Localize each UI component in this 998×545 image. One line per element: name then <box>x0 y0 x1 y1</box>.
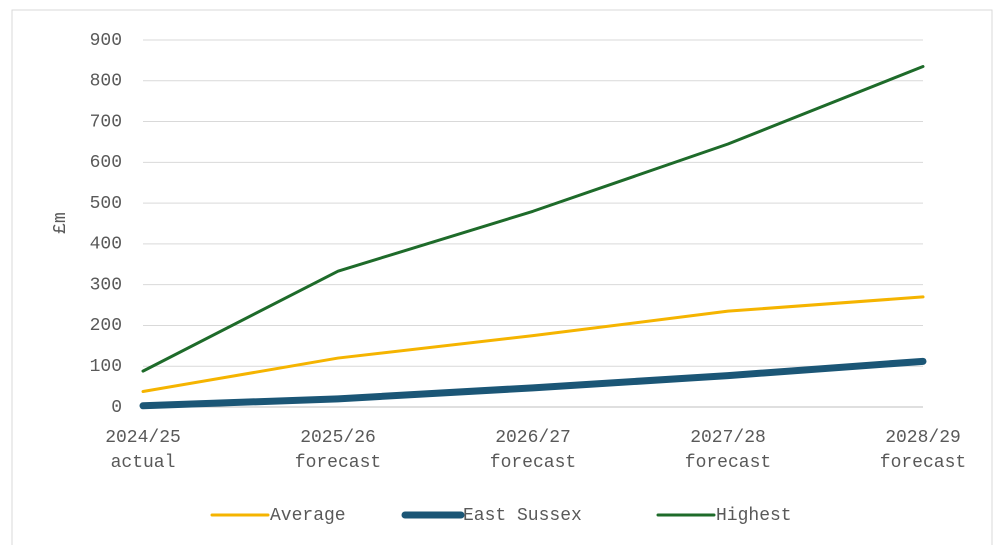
x-tick-label: forecast <box>685 453 771 473</box>
x-tick-label: 2027/28 <box>690 428 766 448</box>
x-tick-label: 2024/25 <box>105 428 181 448</box>
y-axis-label: £m <box>51 212 71 234</box>
x-tick-label: forecast <box>295 453 381 473</box>
y-tick-label: 800 <box>90 72 122 92</box>
y-tick-label: 900 <box>90 31 122 51</box>
x-tick-label: forecast <box>880 453 966 473</box>
x-tick-label: 2026/27 <box>495 428 571 448</box>
legend-label: Highest <box>716 506 792 526</box>
y-tick-label: 700 <box>90 112 122 132</box>
y-tick-label: 600 <box>90 153 122 173</box>
x-tick-label: forecast <box>490 453 576 473</box>
y-tick-label: 100 <box>90 357 122 377</box>
legend-label: East Sussex <box>463 506 582 526</box>
series-line <box>139 357 927 410</box>
legend-label: Average <box>270 506 346 526</box>
y-tick-label: 0 <box>111 398 122 418</box>
series-line <box>141 295 925 394</box>
x-tick-label: 2028/29 <box>885 428 961 448</box>
y-tick-label: 400 <box>90 235 122 255</box>
x-tick-label: 2025/26 <box>300 428 376 448</box>
chart-frame <box>11 9 993 545</box>
series-line <box>141 65 925 373</box>
y-tick-label: 200 <box>90 316 122 336</box>
y-tick-label: 300 <box>90 275 122 295</box>
x-tick-label: actual <box>111 453 176 473</box>
y-tick-label: 500 <box>90 194 122 214</box>
